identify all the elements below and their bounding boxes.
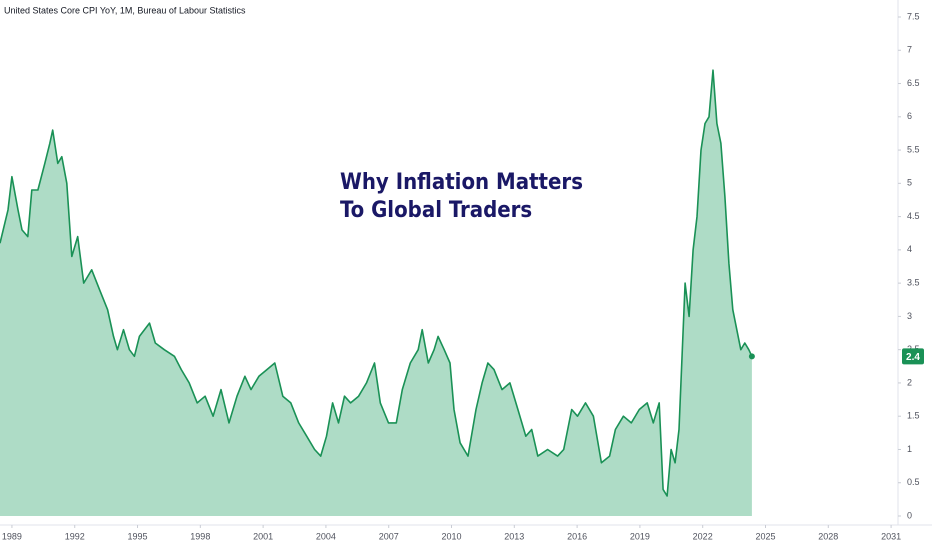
x-tick-label: 2031 — [881, 531, 901, 541]
x-tick-label: 2025 — [755, 531, 775, 541]
annotation: To Global Traders — [340, 198, 532, 223]
y-tick-label: 2 — [907, 377, 912, 387]
last-point — [748, 353, 755, 360]
x-tick-label: 2028 — [818, 531, 838, 541]
x-tick-label: 2004 — [316, 531, 336, 541]
x-tick-label: 2010 — [441, 531, 461, 541]
y-tick-label: 6.5 — [907, 78, 920, 88]
x-tick-label: 2016 — [567, 531, 587, 541]
y-tick-label: 3.5 — [907, 278, 920, 288]
y-tick-label: 5.5 — [907, 144, 920, 154]
y-tick-label: 7 — [907, 45, 912, 55]
y-tick-label: 7.5 — [907, 11, 920, 21]
x-tick-label: 1992 — [65, 531, 85, 541]
y-tick-label: 5 — [907, 178, 912, 188]
y-tick-label: 0.5 — [907, 477, 920, 487]
y-tick-label: 6 — [907, 111, 912, 121]
x-tick-label: 2013 — [504, 531, 524, 541]
last-value-box — [902, 348, 924, 365]
y-tick-label: 4.5 — [907, 211, 920, 221]
x-tick-label: 2022 — [693, 531, 713, 541]
y-tick-label: 1.5 — [907, 411, 920, 421]
x-tick-label: 2001 — [253, 531, 273, 541]
y-tick-label: 1 — [907, 444, 912, 454]
y-tick-label: 0 — [907, 510, 912, 520]
area-fill — [0, 70, 752, 516]
annotation: Why Inflation Matters — [340, 170, 583, 195]
x-tick-label: 1989 — [2, 531, 22, 541]
x-tick-label: 1995 — [128, 531, 148, 541]
x-tick-label: 2007 — [379, 531, 399, 541]
x-tick-label: 1998 — [190, 531, 210, 541]
y-tick-label: 3 — [907, 311, 912, 321]
chart-title: United States Core CPI YoY, 1M, Bureau o… — [4, 5, 246, 15]
x-tick-label: 2019 — [630, 531, 650, 541]
y-tick-label: 4 — [907, 244, 912, 254]
last-value-label: 2.4 — [906, 352, 920, 363]
line — [0, 69, 753, 497]
